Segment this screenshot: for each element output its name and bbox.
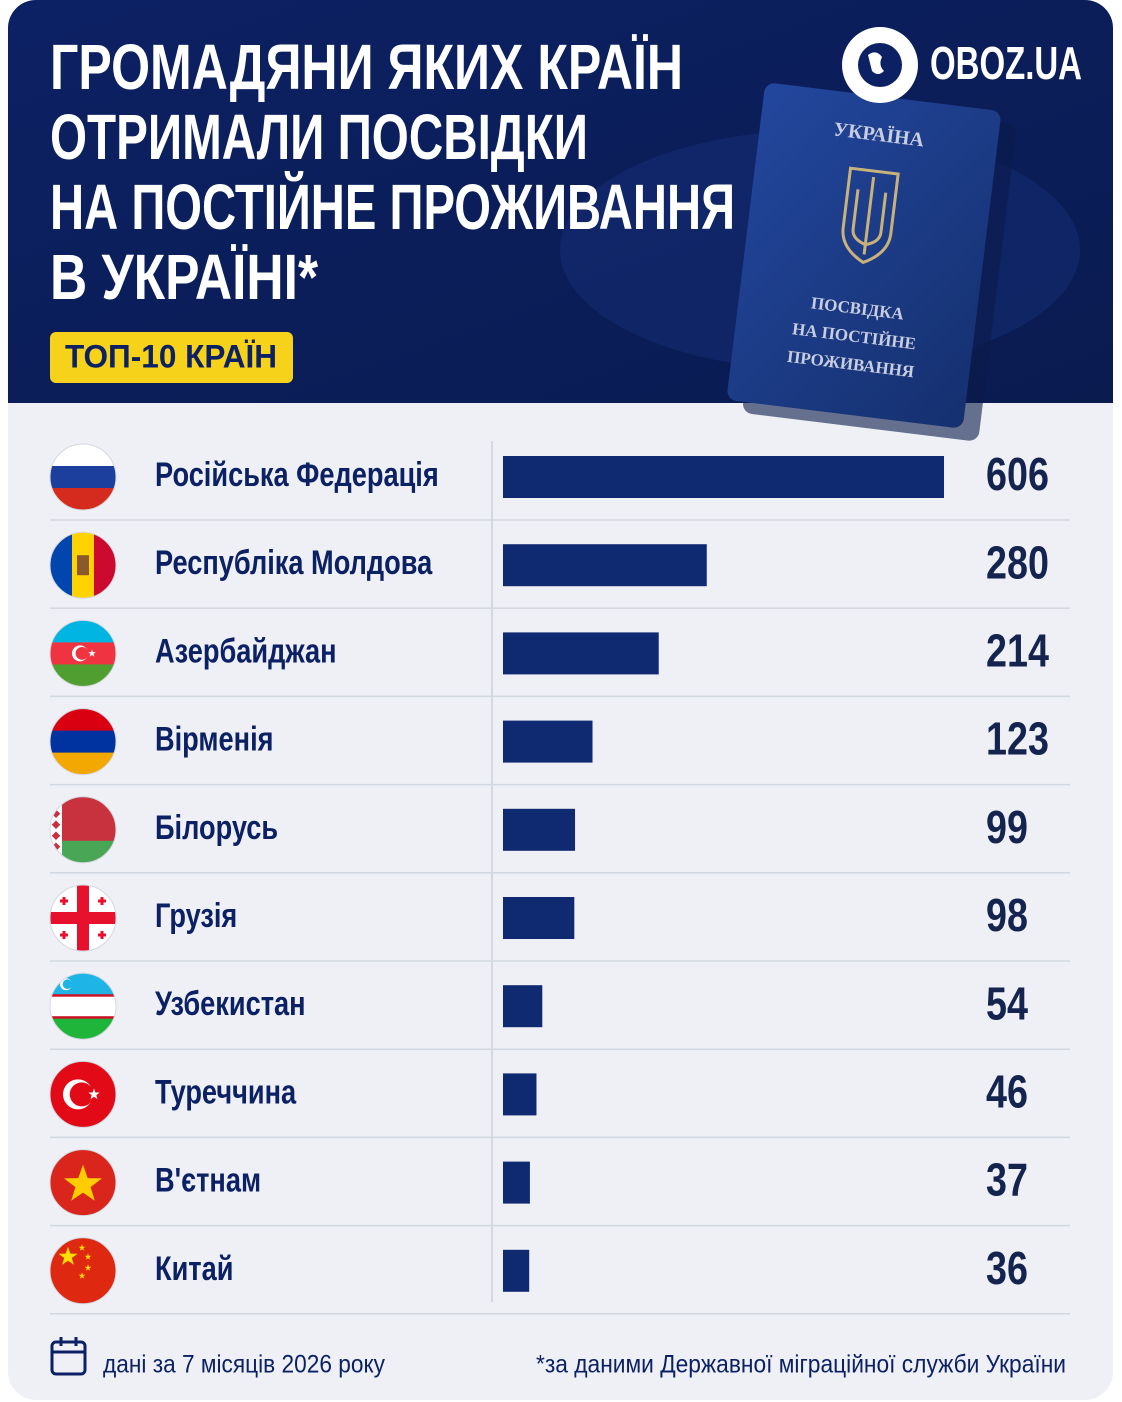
country-label: Вірменія bbox=[155, 720, 273, 759]
flag-border bbox=[49, 619, 117, 687]
flag-star bbox=[84, 1253, 92, 1260]
flag-crescent-cut bbox=[69, 1082, 94, 1107]
flag-stripe bbox=[50, 1017, 116, 1040]
flag-stripe bbox=[50, 818, 116, 842]
flag-emblem bbox=[77, 555, 89, 576]
value-label: 46 bbox=[986, 1066, 1028, 1117]
trident bbox=[841, 166, 900, 265]
flag-stripe bbox=[50, 444, 116, 467]
flag-star bbox=[64, 1164, 102, 1201]
flag-star bbox=[88, 649, 96, 657]
flag-border bbox=[49, 1237, 117, 1305]
bar bbox=[503, 1249, 530, 1292]
country-label: Білорусь bbox=[155, 808, 278, 847]
flag bbox=[50, 885, 116, 951]
country-label: Російська Федерація bbox=[155, 455, 439, 494]
calendar-icon bbox=[50, 1337, 87, 1376]
bar bbox=[503, 632, 659, 675]
bar bbox=[503, 544, 707, 587]
flag-stripe bbox=[50, 620, 116, 643]
flag-star bbox=[58, 1246, 78, 1265]
badge bbox=[50, 332, 293, 383]
flag-stripe bbox=[50, 708, 116, 732]
flag bbox=[50, 620, 116, 687]
value-label: 606 bbox=[986, 449, 1049, 500]
flag-border bbox=[49, 1149, 117, 1217]
flag-line bbox=[50, 994, 116, 997]
flag-star bbox=[78, 1244, 86, 1251]
bar bbox=[503, 1161, 530, 1204]
flag-crescent-cut bbox=[75, 647, 89, 660]
flag bbox=[50, 973, 116, 1040]
value-label: 214 bbox=[986, 625, 1049, 676]
flag-crescent-cut bbox=[62, 979, 73, 989]
flag-stripe bbox=[50, 796, 116, 820]
value-label: 36 bbox=[986, 1242, 1028, 1293]
flag-cross bbox=[62, 931, 66, 939]
flag-border bbox=[49, 884, 117, 952]
flag-stripe bbox=[50, 532, 73, 599]
flag-cross bbox=[100, 931, 104, 939]
flag-border bbox=[49, 443, 117, 511]
country-label: Республіка Молдова bbox=[155, 543, 433, 582]
flag-border bbox=[49, 708, 117, 776]
flag-stripe bbox=[50, 488, 116, 510]
country-label: Китай bbox=[155, 1249, 233, 1288]
value-label: 123 bbox=[986, 713, 1049, 764]
flag-border bbox=[49, 796, 117, 864]
passport: УКРАЇНА bbox=[727, 83, 1016, 441]
title-line: ГРОМАДЯНИ ЯКИХ КРАЇН bbox=[50, 31, 683, 103]
flag-line bbox=[50, 1016, 116, 1019]
value-label: 54 bbox=[986, 978, 1028, 1029]
title-line: ОТРИМАЛИ ПОСВІДКИ bbox=[50, 101, 588, 173]
bar bbox=[503, 1073, 537, 1116]
flag-stripe bbox=[50, 752, 116, 775]
value-label: 98 bbox=[986, 890, 1028, 941]
title-line: НА ПОСТІЙНЕ ПРОЖИВАННЯ bbox=[50, 170, 735, 243]
flag bbox=[50, 1061, 116, 1128]
country-label: Грузія bbox=[155, 896, 237, 935]
country-label: В'єтнам bbox=[155, 1161, 261, 1200]
flag-border bbox=[49, 972, 117, 1040]
flag bbox=[50, 532, 116, 599]
flag bbox=[50, 708, 116, 775]
flag-border bbox=[49, 1060, 117, 1128]
flag-star bbox=[78, 1272, 86, 1279]
logo-text: OBOZ.UA bbox=[930, 37, 1082, 89]
country-label: Азербайджан bbox=[155, 631, 337, 670]
bar bbox=[503, 897, 575, 939]
bar bbox=[503, 456, 944, 498]
flag-stripe bbox=[50, 730, 116, 754]
flag-cross bbox=[50, 912, 116, 924]
bar bbox=[503, 808, 576, 851]
badge-text: ТОП-10 КРАЇН bbox=[65, 338, 277, 374]
period-note: дані за 7 місяців 2026 року bbox=[103, 1351, 385, 1379]
flag-star bbox=[84, 1264, 92, 1271]
flag-stripe bbox=[94, 532, 116, 599]
flag-stripe bbox=[50, 664, 116, 687]
value-label: 99 bbox=[986, 801, 1028, 852]
bar bbox=[503, 720, 593, 763]
flag bbox=[50, 1149, 116, 1216]
country-label: Узбекистан bbox=[155, 984, 306, 1023]
flag-stripe bbox=[50, 840, 116, 863]
bar bbox=[503, 985, 543, 1028]
flag-border bbox=[49, 531, 117, 599]
value-label: 280 bbox=[986, 537, 1049, 588]
flag-stripe bbox=[50, 466, 116, 489]
flag bbox=[50, 1237, 116, 1304]
value-label: 37 bbox=[986, 1154, 1028, 1205]
flag-star bbox=[88, 1088, 100, 1100]
title-line: В УКРАЇНІ* bbox=[50, 241, 318, 313]
flag bbox=[50, 444, 116, 510]
flag-cross bbox=[100, 897, 104, 905]
source-note: *за даними Державної міграційної служби … bbox=[536, 1351, 1066, 1379]
country-label: Туреччина bbox=[155, 1072, 297, 1111]
flag-cross bbox=[62, 897, 66, 905]
flag-stripe bbox=[50, 995, 116, 1018]
